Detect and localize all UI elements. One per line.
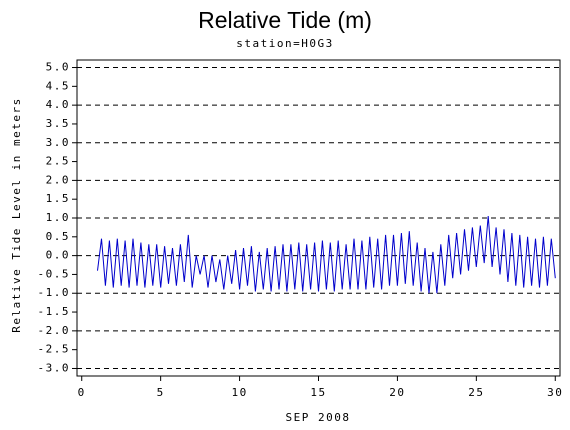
x-axis-label: SEP 2008	[286, 411, 351, 424]
x-tick-label: 0	[78, 386, 86, 399]
y-axis-label: Relative Tide Level in meters	[10, 97, 23, 333]
y-tick-label: -1.5	[38, 305, 71, 318]
y-tick-label: 3.5	[46, 117, 70, 130]
chart-title: Relative Tide (m)	[198, 7, 372, 33]
chart-subtitle: station=H0G3	[236, 37, 333, 50]
y-tick-label: 0.0	[46, 249, 70, 262]
data-line	[97, 216, 556, 294]
y-tick-label: 1.0	[46, 211, 70, 224]
y-tick-label: 2.5	[46, 155, 70, 168]
x-tick-label: 30	[547, 386, 563, 399]
y-tick-label: 2.0	[46, 173, 70, 186]
y-tick-label: -1.0	[38, 286, 71, 299]
x-tick-label: 15	[310, 386, 326, 399]
y-tick-label: 1.5	[46, 192, 70, 205]
y-tick-label: -0.5	[38, 267, 71, 280]
y-tick-label: 5.0	[46, 61, 70, 74]
x-tick-label: 10	[231, 386, 247, 399]
x-tick-label: 5	[157, 386, 165, 399]
y-tick-label: 3.0	[46, 136, 70, 149]
x-tick-label: 25	[468, 386, 484, 399]
y-tick-label: 0.5	[46, 230, 70, 243]
y-tick-label: -2.5	[38, 343, 71, 356]
y-tick-label: 4.0	[46, 98, 70, 111]
y-tick-label: -3.0	[38, 361, 71, 374]
y-tick-label: -2.0	[38, 324, 71, 337]
y-tick-label: 4.5	[46, 79, 70, 92]
x-tick-label: 20	[389, 386, 405, 399]
